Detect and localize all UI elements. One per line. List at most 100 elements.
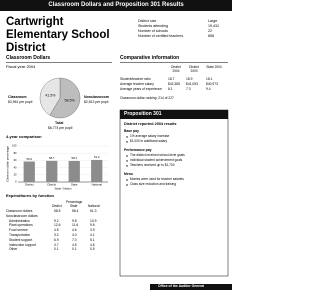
table-cell: 58.4 [72, 209, 79, 213]
table-cell: 4.0 [72, 233, 77, 237]
y-tick-label: 80 [14, 151, 17, 155]
banner-bar [0, 0, 232, 11]
bar-value: 61.3 [94, 155, 100, 159]
bullet [126, 165, 128, 167]
bullet [126, 136, 128, 138]
table-group-header: Percentage [66, 200, 83, 204]
info-label: Number of schools [138, 29, 168, 33]
prop-section-title: Menu [124, 172, 133, 176]
table-cell: 4.5 [72, 242, 77, 247]
table-cell: $41,093 [186, 82, 198, 86]
prop-item: The district received school-level goals [130, 153, 185, 157]
footer: Office of the Auditor General [158, 284, 205, 288]
table-cell: Average teacher salary [120, 82, 154, 86]
prop-section-title: Performance pay [124, 148, 152, 152]
table-cell: 9.6 [90, 223, 95, 228]
table-cell: 9.2 [54, 218, 59, 223]
prop-item: Individual student achievement goals [130, 158, 183, 162]
x-axis-label: State / Nation [55, 187, 72, 191]
table-cell: 0.1 [54, 247, 59, 252]
table-cell: 8.1 [168, 87, 173, 91]
info-value: 19,431 [208, 24, 219, 28]
pie-total-amount: $6,774 per pupil [48, 125, 73, 130]
table-cell: $40,973 [206, 82, 218, 86]
banner: Classroom Dollars and Proposition 301 Re… [48, 2, 184, 8]
column-header: National [88, 204, 100, 208]
prop-item: Teachers received up to $1,700 [130, 163, 175, 167]
column-header: District [52, 204, 62, 208]
table-cell: 0.5 [90, 247, 95, 252]
pie-name: Nonclassroom [84, 95, 109, 99]
table-cell: $42,385 [168, 82, 180, 86]
pie-amount: $2,813 per pupil [84, 99, 109, 104]
table-cell: 18.9 [186, 77, 193, 81]
prop-item: 1% average salary increase [130, 134, 170, 138]
y-tick-label: 60 [14, 158, 17, 162]
bar [68, 160, 80, 182]
title: Cartwright Elementary School District [6, 16, 110, 55]
bullet [126, 141, 128, 143]
table-cell: 11.6 [72, 223, 79, 228]
table-cell: Instruction support [9, 242, 37, 247]
prop-item: Class size reduction and training [130, 182, 177, 186]
x-tick-label: District [47, 183, 56, 187]
column-header: District 2003 [189, 65, 199, 73]
pie-label: 41.5% [45, 93, 56, 97]
info-label: Number of certified teachers [138, 34, 184, 38]
page: Classroom Dollars and Proposition 301 Re… [0, 0, 232, 290]
pie-amount: $3,961 per pupil [8, 99, 33, 104]
table-cell: 4.7 [54, 242, 59, 247]
table-cell: 4.1 [90, 233, 95, 237]
table-cell: 4.8 [54, 228, 59, 233]
table-cell: 9.4 [206, 87, 211, 91]
table-cell: Transportation [9, 233, 31, 237]
pie-label: 58.5% [65, 99, 76, 103]
info-value: Large [208, 19, 218, 23]
table-cell: 9.8 [72, 218, 77, 223]
ranking: Classroom dollar ranking: 214 of 227 [120, 96, 174, 100]
table-cell: 7.0 [72, 237, 77, 242]
table-cell: 0.1 [72, 247, 77, 252]
table-cell: 5.1 [90, 237, 95, 242]
pie-slice [49, 77, 81, 119]
y-tick-label: 0 [15, 180, 17, 184]
bullet [126, 179, 128, 181]
chart-heading: 4-year comparison [6, 134, 42, 139]
bar-value: 58.7 [49, 156, 55, 160]
section-heading: Comparative information [120, 55, 180, 61]
prop-item: Monies were used for teacher salaries [130, 177, 184, 181]
table-heading: Expenditures by function [6, 193, 55, 198]
table-cell: Classroom dollars [6, 209, 33, 213]
bar-value: 58.4 [72, 156, 78, 160]
info-value: 858 [208, 34, 214, 38]
x-tick-label: District [25, 183, 34, 187]
table-cell: 6.9 [54, 237, 59, 242]
x-tick-label: State [71, 183, 78, 187]
table-cell: Administration [9, 218, 30, 223]
info-value: 22 [208, 29, 212, 33]
bullet [126, 184, 128, 186]
table-cell: 3.9 [90, 228, 95, 233]
pie-name: Classroom [8, 95, 27, 99]
y-tick-label: 20 [14, 172, 17, 176]
y-tick-label: 100 [12, 144, 17, 148]
info-label: District size [138, 19, 157, 23]
table-cell: 58.5 [54, 209, 61, 213]
footer-bar [150, 284, 232, 290]
pie-total-name: Total [55, 121, 64, 125]
x-tick-label: National [92, 183, 103, 187]
pie-slice [39, 77, 61, 116]
table-cell: 61.3 [90, 209, 97, 213]
prop-item: $1,000 in additional salary [130, 139, 168, 143]
prop-heading: Proposition 301 [124, 110, 162, 117]
table-cell: Average years of experience [120, 87, 162, 91]
section-heading: Classroom Dollars [6, 55, 51, 61]
table-cell: Student support [9, 237, 33, 242]
info-label: Students attending [138, 24, 168, 28]
bar [46, 160, 58, 182]
subheading: Fiscal year 2004 [6, 64, 36, 69]
table-cell: 18.1 [206, 77, 213, 81]
table-cell: 12.6 [54, 223, 61, 228]
bullet [126, 155, 128, 157]
prop-subheading: District reported 2004 results [124, 122, 177, 126]
